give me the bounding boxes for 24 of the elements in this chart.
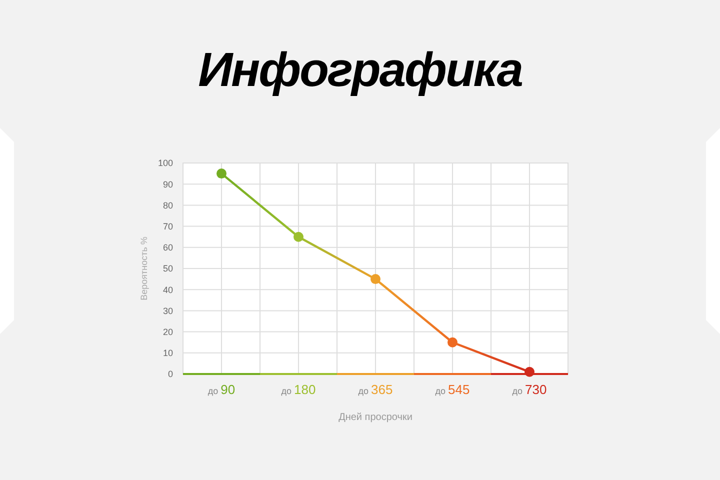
point [216, 168, 226, 179]
x-tick-label: до 730 [512, 382, 547, 397]
y-tick-label: 80 [162, 200, 173, 210]
x-tick-label: до 90 [208, 382, 236, 397]
y-tick-label: 70 [162, 221, 173, 232]
chart-title: Инфографика [198, 44, 523, 97]
y-tick-label: 90 [162, 179, 173, 190]
y-tick-label: 0 [168, 369, 173, 380]
y-tick-label: 40 [162, 284, 173, 295]
y-tick-label: 50 [162, 264, 173, 274]
x-tick-label: до 545 [435, 382, 470, 397]
x-tick-label: до 180 [281, 382, 316, 397]
x-tick-label: до 365 [358, 382, 393, 397]
y-axis-title: Вероятность % [139, 236, 149, 300]
x-axis-title: Дней просрочки [338, 412, 412, 423]
point [294, 232, 304, 242]
y-tick-label: 20 [162, 326, 173, 337]
y-tick-label: 10 [162, 348, 173, 358]
y-tick-label: 60 [162, 242, 173, 253]
point [370, 274, 380, 284]
y-tick-label: 100 [158, 158, 173, 168]
point [524, 366, 534, 377]
point [448, 337, 458, 348]
y-tick-label: 30 [162, 306, 173, 316]
